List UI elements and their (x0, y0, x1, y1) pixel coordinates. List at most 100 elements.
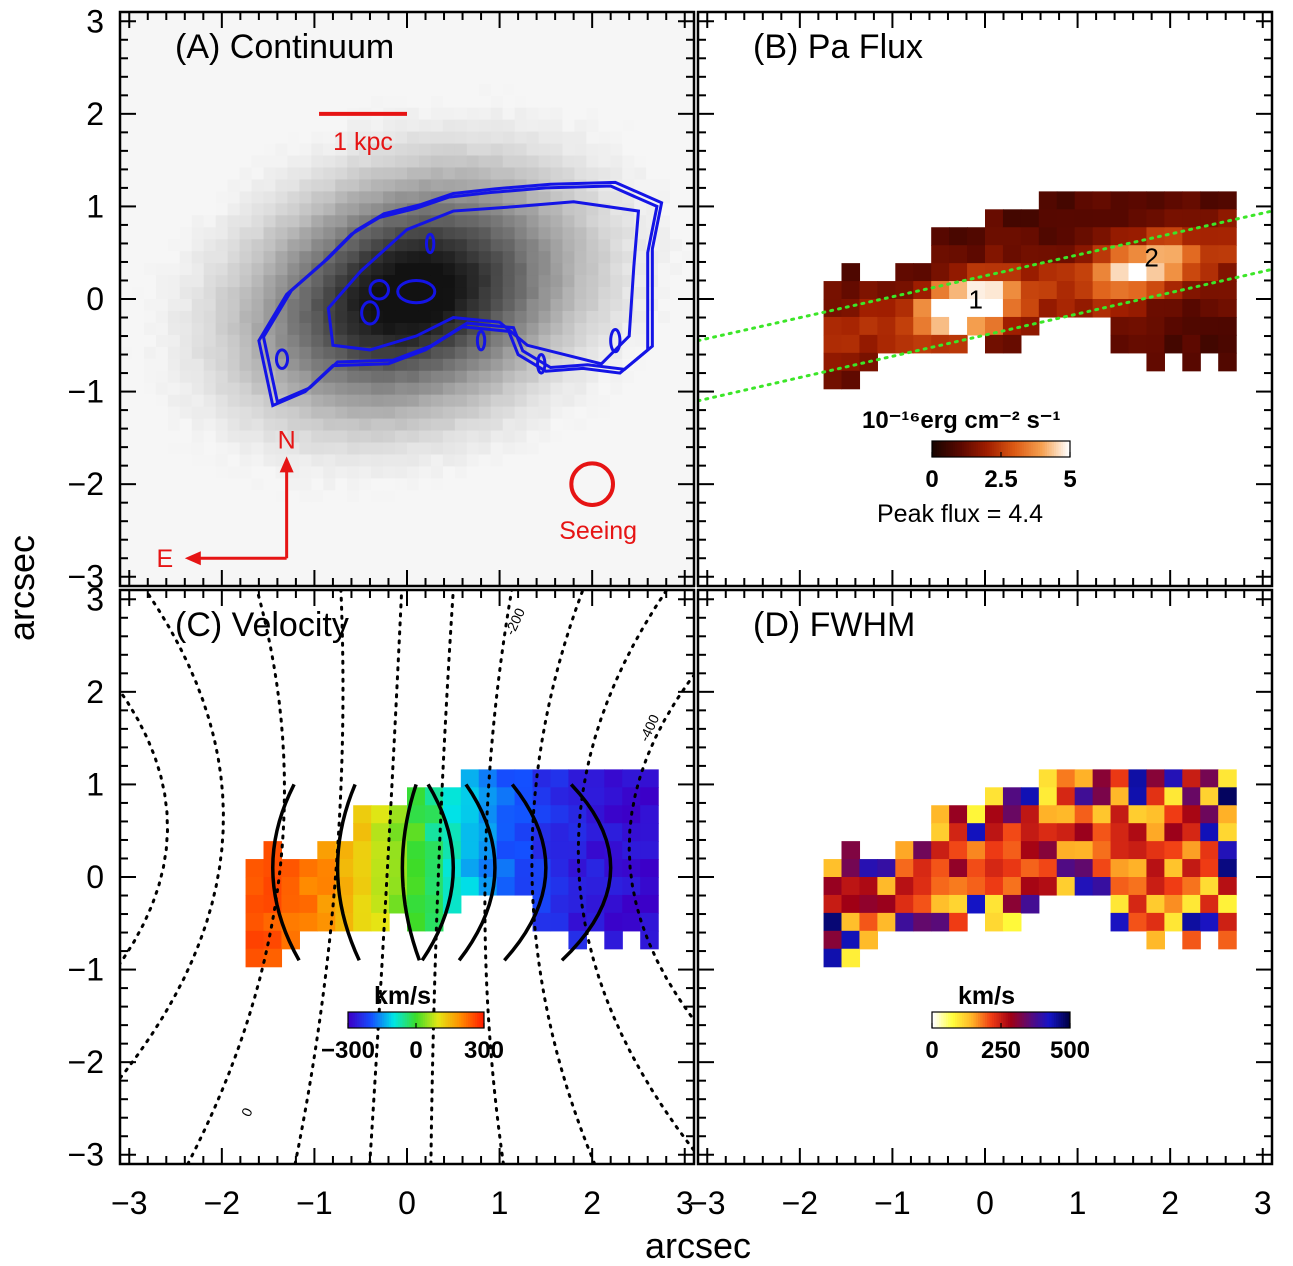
continuum-pixel (143, 394, 157, 408)
continuum-pixel (335, 526, 348, 539)
continuum-pixel (120, 215, 133, 228)
continuum-pixel (478, 562, 492, 575)
continuum-pixel (418, 358, 432, 372)
continuum-pixel (120, 179, 133, 192)
continuum-pixel (383, 215, 396, 228)
colorbar-segment (982, 1012, 986, 1028)
continuum-pixel (526, 287, 540, 300)
continuum-pixel (347, 155, 360, 169)
continuum-pixel (155, 215, 169, 228)
colorbar-segment (352, 1012, 356, 1028)
continuum-pixel (120, 59, 133, 73)
continuum-pixel (179, 131, 193, 145)
colorbar-segment (409, 1012, 412, 1028)
colorbar-segment (991, 441, 995, 457)
flux-contour-island (609, 328, 622, 354)
continuum-pixel (203, 358, 217, 372)
continuum-pixel (287, 167, 300, 181)
flux-pixel (1038, 245, 1058, 264)
continuum-pixel (478, 167, 492, 181)
continuum-pixel (586, 299, 599, 312)
flux-pixel (1056, 299, 1076, 318)
continuum-pixel (155, 35, 169, 49)
continuum-pixel (179, 59, 193, 73)
colorbar-segment (1037, 1012, 1041, 1028)
continuum-pixel (263, 478, 277, 491)
continuum-pixel (430, 550, 444, 563)
flux-pixel (1074, 299, 1094, 318)
continuum-pixel (466, 143, 480, 157)
fwhm-pixel (1164, 769, 1183, 788)
velocity-pixel (371, 805, 390, 824)
continuum-pixel (502, 478, 516, 491)
continuum-pixel (442, 239, 456, 252)
continuum-pixel (418, 95, 432, 109)
continuum-pixel (478, 490, 492, 503)
continuum-pixel (335, 442, 348, 456)
colorbar-segment (952, 441, 956, 457)
fwhm-pixel (859, 930, 878, 950)
continuum-pixel (682, 334, 694, 348)
velocity-pixel (640, 930, 659, 950)
continuum-pixel (299, 239, 312, 252)
velocity-pixel (299, 859, 318, 878)
fwhm-pixel (949, 912, 968, 932)
continuum-pixel (550, 454, 564, 468)
velocity-pixel (371, 894, 390, 914)
continuum-pixel (155, 394, 169, 408)
fwhm-pixel (1002, 877, 1022, 896)
continuum-pixel (227, 430, 241, 444)
continuum-pixel (574, 430, 587, 444)
continuum-pixel (610, 47, 623, 61)
y-tick-label: −2 (68, 466, 104, 502)
continuum-pixel (430, 47, 444, 61)
continuum-pixel (227, 514, 241, 527)
continuum-pixel (359, 227, 372, 240)
continuum-pixel (562, 430, 576, 444)
continuum-pixel (227, 107, 241, 121)
continuum-pixel (215, 83, 229, 97)
continuum-pixel (466, 418, 480, 432)
colorbar-segment (943, 1012, 947, 1028)
continuum-pixel (359, 131, 372, 145)
fwhm-pixel (949, 877, 968, 896)
continuum-pixel (670, 466, 683, 479)
continuum-pixel (179, 346, 193, 360)
continuum-pixel (251, 514, 265, 527)
y-tick-label: 3 (86, 581, 104, 617)
seeing-label: Seeing (559, 517, 637, 545)
continuum-pixel (359, 406, 372, 420)
continuum-pixel (562, 418, 576, 432)
continuum-pixel (586, 131, 599, 145)
continuum-pixel (120, 299, 133, 312)
continuum-pixel (120, 406, 133, 420)
continuum-pixel (670, 550, 683, 563)
continuum-pixel (407, 23, 420, 37)
continuum-pixel (454, 143, 468, 157)
continuum-pixel (490, 95, 504, 109)
continuum-pixel (430, 358, 444, 372)
continuum-pixel (179, 418, 193, 432)
continuum-pixel (155, 322, 169, 336)
continuum-pixel (454, 179, 468, 192)
continuum-pixel (550, 143, 564, 157)
continuum-pixel (407, 430, 420, 444)
colorbar-segment (1021, 441, 1025, 457)
continuum-pixel (466, 263, 480, 276)
continuum-pixel (586, 310, 599, 324)
continuum-pixel (251, 107, 265, 121)
continuum-pixel (191, 466, 205, 479)
continuum-pixel (131, 442, 145, 456)
continuum-pixel (562, 394, 576, 408)
continuum-pixel (131, 550, 145, 563)
continuum-pixel (514, 227, 528, 240)
continuum-pixel (299, 574, 312, 586)
continuum-pixel (395, 478, 408, 491)
continuum-pixel (359, 23, 372, 37)
continuum-pixel (371, 59, 384, 73)
continuum-pixel (323, 490, 336, 503)
fwhm-colorbar-title: km/s (958, 982, 1015, 1010)
continuum-pixel (383, 227, 396, 240)
continuum-pixel (598, 12, 611, 25)
continuum-pixel (490, 59, 504, 73)
